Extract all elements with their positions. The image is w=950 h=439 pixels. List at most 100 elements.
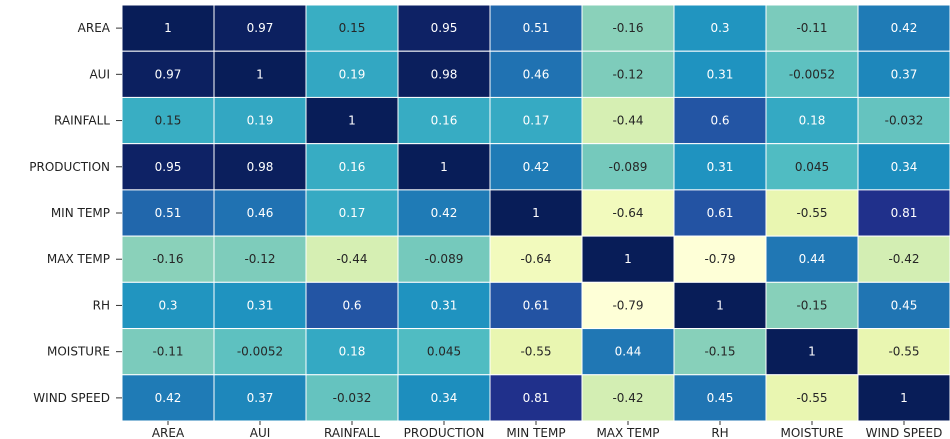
column-label-rh: RH <box>711 426 728 439</box>
heatmap-cell-moisture-aui <box>213 328 307 376</box>
heatmap-cell-area-aui <box>213 4 307 52</box>
cell-value-label: -0.42 <box>612 391 643 405</box>
cell-value-label: 0.3 <box>158 298 177 312</box>
heatmap-cell-area-wind-speed <box>857 4 950 52</box>
cell-value-label: -0.55 <box>796 206 827 220</box>
cell-value-label: 0.95 <box>431 21 458 35</box>
heatmap-cell-rainfall-min-temp <box>489 96 583 145</box>
row-label-area: AREA <box>78 21 111 35</box>
cell-value-label: -0.11 <box>796 21 827 35</box>
heatmap-cell-rh-moisture <box>765 281 859 330</box>
heatmap-cell-wind-speed-aui <box>213 374 307 422</box>
cell-value-label: 0.6 <box>710 114 729 128</box>
cell-value-label: 0.51 <box>155 206 182 220</box>
row-label-rainfall: RAINFALL <box>54 114 110 128</box>
heatmap-cell-production-aui <box>213 143 307 191</box>
cell-value-label: -0.55 <box>796 391 827 405</box>
cell-value-label: 0.97 <box>247 21 274 35</box>
cell-value-label: 0.97 <box>155 67 182 81</box>
cell-value-label: 0.61 <box>523 298 550 312</box>
heatmap-cell-moisture-area <box>121 328 215 376</box>
cell-value-label: 0.31 <box>431 298 458 312</box>
cell-value-label: -0.42 <box>888 252 919 266</box>
cell-value-label: -0.55 <box>888 345 919 359</box>
heatmap-cell-max-temp-max-temp <box>581 235 675 283</box>
heatmap-cell-min-temp-max-temp <box>581 189 675 237</box>
heatmap-cell-moisture-production <box>397 328 491 376</box>
cell-value-label: 0.45 <box>891 298 918 312</box>
cell-value-label: 0.46 <box>523 67 550 81</box>
cell-value-label: 1 <box>348 114 356 128</box>
cell-value-label: -0.16 <box>612 21 643 35</box>
cell-value-label: 1 <box>716 298 724 312</box>
cell-value-label: 1 <box>440 160 448 174</box>
cell-value-label: 0.17 <box>523 114 550 128</box>
cell-value-label: 1 <box>164 21 172 35</box>
heatmap-cell-min-temp-production <box>397 189 491 237</box>
cell-value-label: 0.61 <box>707 206 734 220</box>
heatmap-cell-rh-wind-speed <box>857 281 950 330</box>
row-label-wind-speed: WIND SPEED <box>33 391 110 405</box>
cell-value-label: 0.42 <box>523 160 550 174</box>
cell-value-label: -0.12 <box>244 252 275 266</box>
row-label-production: PRODUCTION <box>29 160 110 174</box>
heatmap-cell-rh-max-temp <box>581 281 675 330</box>
cell-value-label: 0.42 <box>891 21 918 35</box>
cell-value-label: -0.0052 <box>237 345 283 359</box>
cell-value-label: -0.64 <box>612 206 643 220</box>
heatmap-cell-min-temp-rainfall <box>305 189 399 237</box>
cell-value-label: 1 <box>900 391 908 405</box>
heatmap-cell-rh-area <box>121 281 215 330</box>
heatmap-cell-moisture-max-temp <box>581 328 675 376</box>
cell-value-label: 0.44 <box>799 252 826 266</box>
cell-value-label: 0.6 <box>342 298 361 312</box>
cell-value-label: 0.31 <box>707 67 734 81</box>
cell-value-label: 0.17 <box>339 206 366 220</box>
cell-value-label: 0.81 <box>523 391 550 405</box>
cell-value-label: -0.12 <box>612 67 643 81</box>
cell-value-label: -0.089 <box>609 160 648 174</box>
cell-value-label: 0.81 <box>891 206 918 220</box>
heatmap-cell-production-min-temp <box>489 143 583 191</box>
heatmap-cell-aui-wind-speed <box>857 50 950 98</box>
cell-value-label: 0.37 <box>247 391 274 405</box>
column-label-area: AREA <box>152 426 185 439</box>
heatmap-cell-rh-rh <box>673 281 767 330</box>
heatmap-cell-rh-production <box>397 281 491 330</box>
cell-value-label: 0.98 <box>431 67 458 81</box>
cell-value-label: 0.31 <box>247 298 274 312</box>
heatmap-cell-min-temp-moisture <box>765 189 859 237</box>
cell-value-label: 0.045 <box>427 345 461 359</box>
cell-value-label: 0.15 <box>155 114 182 128</box>
cell-value-label: 0.18 <box>339 345 366 359</box>
cell-value-label: 0.42 <box>431 206 458 220</box>
heatmap-cell-production-moisture <box>765 143 859 191</box>
heatmap-cell-moisture-rainfall <box>305 328 399 376</box>
heatmap-cell-area-area <box>121 4 215 52</box>
heatmap-cell-aui-area <box>121 50 215 98</box>
row-label-min-temp: MIN TEMP <box>51 206 110 220</box>
cell-value-label: 1 <box>256 67 264 81</box>
cell-value-label: 0.34 <box>891 160 918 174</box>
heatmap-cell-max-temp-aui <box>213 235 307 283</box>
heatmap-cell-moisture-rh <box>673 328 767 376</box>
cell-value-label: 0.19 <box>247 114 274 128</box>
heatmap-cell-aui-rainfall <box>305 50 399 98</box>
column-label-max-temp: MAX TEMP <box>596 426 659 439</box>
heatmap-cell-aui-production <box>397 50 491 98</box>
heatmap-cell-rainfall-aui <box>213 96 307 145</box>
cell-value-label: -0.55 <box>520 345 551 359</box>
heatmap-cell-rh-rainfall <box>305 281 399 330</box>
heatmap-cell-moisture-min-temp <box>489 328 583 376</box>
heatmap-cell-area-rainfall <box>305 4 399 52</box>
heatmap-cell-aui-max-temp <box>581 50 675 98</box>
heatmap-cell-aui-aui <box>213 50 307 98</box>
heatmap-cell-min-temp-wind-speed <box>857 189 950 237</box>
cell-value-label: 0.15 <box>339 21 366 35</box>
heatmap-cells: 1 0.97 0.15 0.95 0.51 -0.16 0.3 -0.11 0.42 0.97 1 0… <box>121 4 950 422</box>
column-label-wind-speed: WIND SPEED <box>866 426 943 439</box>
row-label-aui: AUI <box>89 67 110 81</box>
column-label-production: PRODUCTION <box>404 426 485 439</box>
cell-value-label: -0.16 <box>152 252 183 266</box>
cell-value-label: 0.16 <box>431 114 458 128</box>
